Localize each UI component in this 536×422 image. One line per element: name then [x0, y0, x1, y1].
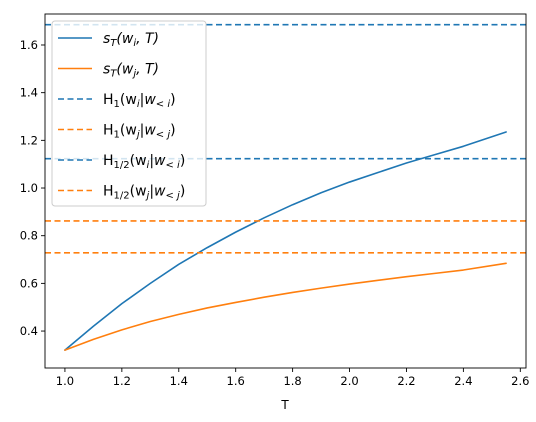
x-tick-label: 2.0	[340, 374, 358, 388]
x-axis-label: T	[280, 398, 289, 412]
legend: sT(wi, T) sT(wj, T) H1(wi|w< i) H1(wj|w< j)…	[51, 20, 207, 207]
y-tick-label: 1.6	[20, 38, 38, 52]
x-tick-label: 1.2	[113, 374, 131, 388]
x-tick-label: 1.8	[283, 374, 301, 388]
y-tick-label: 0.8	[20, 229, 38, 243]
x-tick-label: 2.2	[397, 374, 415, 388]
x-axis: 1.0 1.2 1.4 1.6 1.8 2.0 2.2 2.4 2.6	[56, 368, 529, 388]
legend-label: sT(wj, T)	[103, 62, 159, 80]
legend-label: H1/2(wj|w< j)	[103, 184, 185, 202]
legend-label: sT(wi, T)	[103, 31, 159, 49]
y-axis: 0.4 0.6 0.8 1.0 1.2 1.4 1.6	[20, 38, 45, 338]
y-tick-label: 1.2	[20, 133, 38, 147]
legend-label: H1(wi|w< i)	[103, 92, 176, 110]
y-tick-label: 0.6	[20, 276, 38, 290]
series-line-1	[64, 262, 507, 351]
legend-box	[51, 20, 207, 207]
x-tick-label: 2.4	[454, 374, 472, 388]
x-tick-label: 1.0	[56, 374, 74, 388]
y-tick-label: 1.0	[20, 181, 38, 195]
plot-frame	[44, 13, 527, 369]
x-tick-label: 2.6	[511, 374, 529, 388]
legend-label: H1(wj|w< j)	[103, 123, 176, 141]
x-tick-label: 1.6	[227, 374, 245, 388]
legend-label: H1/2(wi|w< i)	[103, 153, 185, 171]
y-tick-label: 0.4	[20, 324, 38, 338]
y-tick-label: 1.4	[20, 86, 38, 100]
x-tick-label: 1.4	[170, 374, 188, 388]
